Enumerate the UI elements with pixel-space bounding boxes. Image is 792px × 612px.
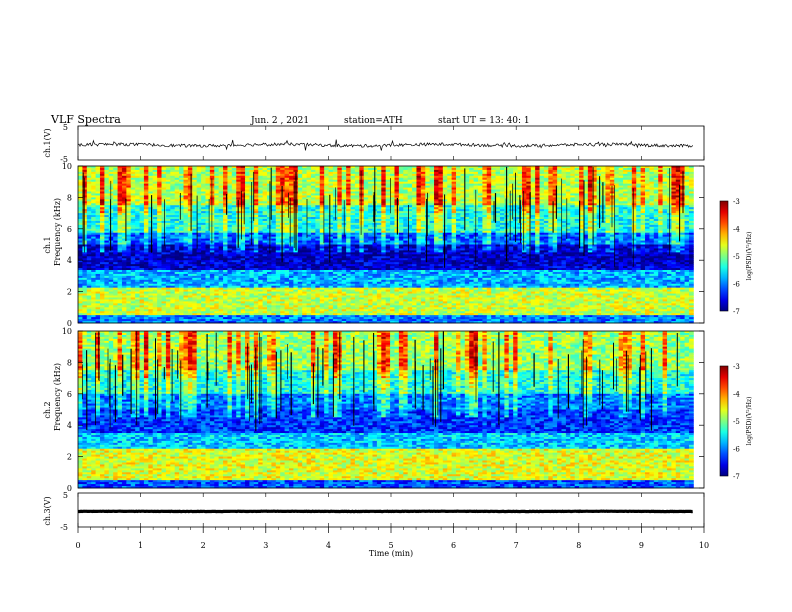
figure-start-time: start UT = 13: 40: 1: [438, 116, 530, 126]
ch1-spectrogram-image: [78, 166, 694, 323]
figure-date: Jun. 2 , 2021: [250, 116, 309, 126]
ch1-waveform-ytick-top: 5: [63, 123, 68, 132]
figure-station: station=ATH: [344, 116, 403, 126]
ch1-waveform-ylabel: ch.1(V): [43, 128, 52, 157]
figure-title: VLF Spectra: [50, 113, 121, 126]
ch1-waveform-ticks: [78, 126, 704, 160]
ch1-waveform-line: [78, 140, 693, 151]
ch1-waveform-frame: [78, 126, 704, 160]
ch1-waveform-panel: 5 -5 ch.1(V): [43, 123, 704, 164]
